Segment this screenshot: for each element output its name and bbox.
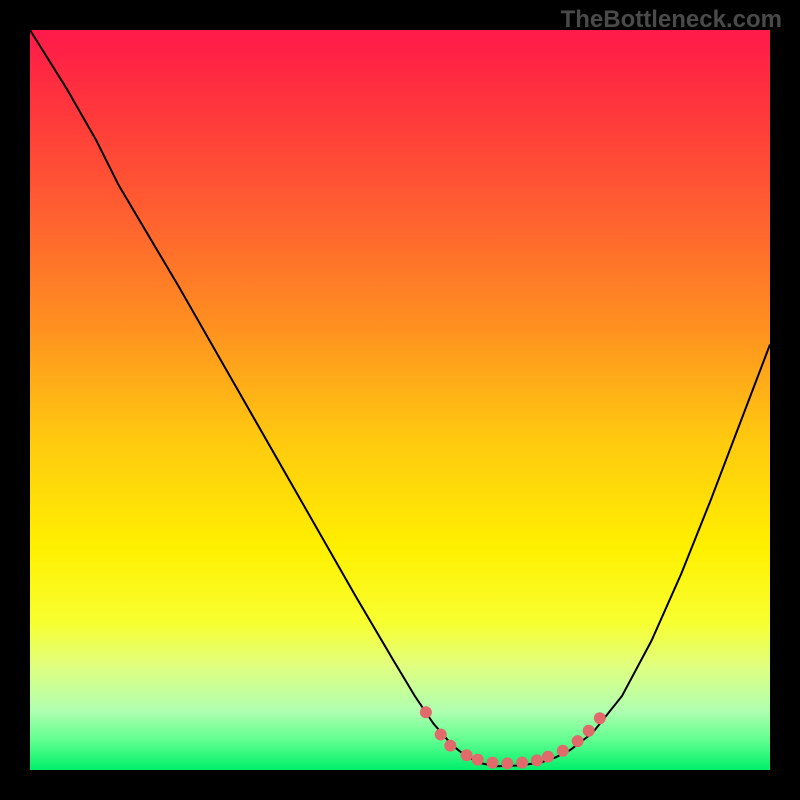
scatter-point <box>472 754 484 766</box>
scatter-point <box>461 749 473 761</box>
scatter-point <box>444 740 456 752</box>
curve-right <box>496 345 770 767</box>
curve-left <box>30 30 496 766</box>
scatter-point <box>531 754 543 766</box>
scatter-point <box>557 745 569 757</box>
chart-svg <box>0 0 800 800</box>
scatter-point <box>435 728 447 740</box>
scatter-point <box>572 735 584 747</box>
scatter-point <box>501 757 513 769</box>
scatter-point <box>583 725 595 737</box>
scatter-point <box>420 706 432 718</box>
scatter-point <box>542 751 554 763</box>
scatter-point <box>516 757 528 769</box>
scatter-markers <box>420 706 606 769</box>
scatter-point <box>594 712 606 724</box>
scatter-point <box>487 757 499 769</box>
